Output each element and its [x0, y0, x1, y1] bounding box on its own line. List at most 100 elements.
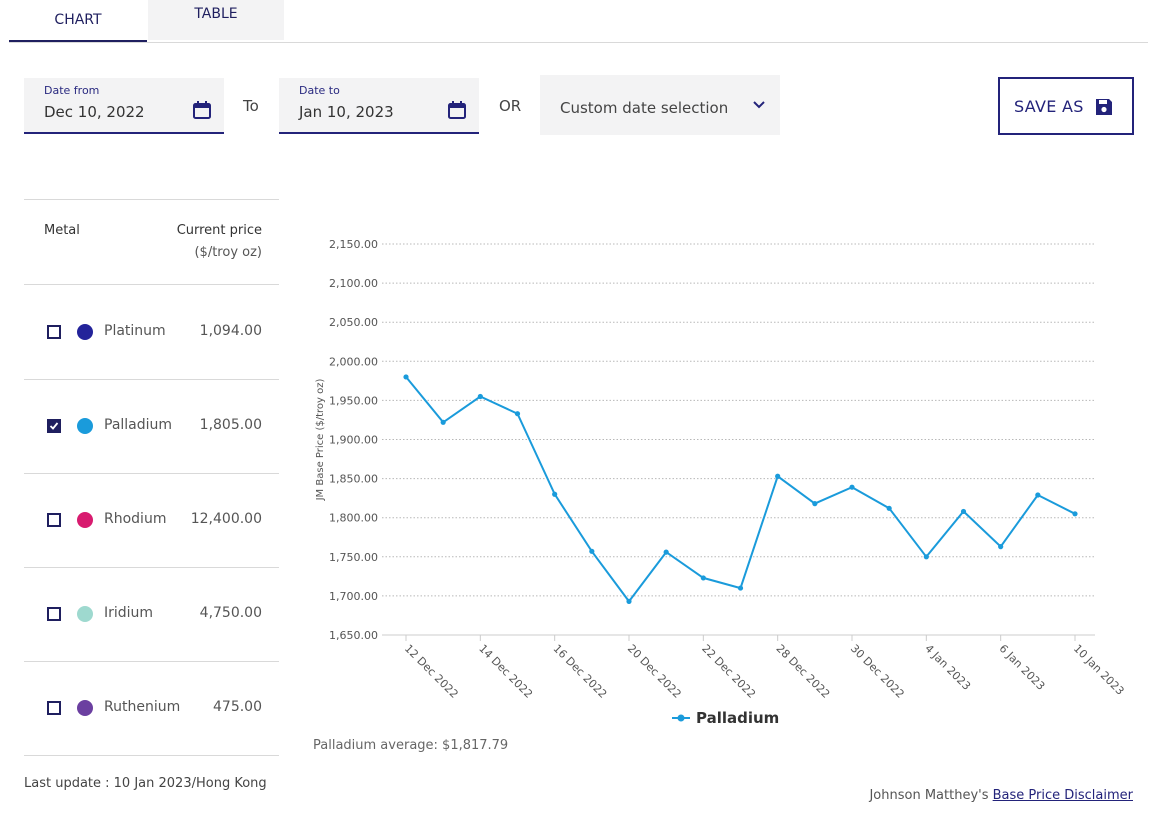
date-to-label: Date to: [299, 84, 340, 97]
x-tick-label: 14 Dec 2022: [476, 642, 535, 701]
date-to-value: Jan 10, 2023: [299, 103, 394, 121]
x-tick-label: 6 Jan 2023: [997, 642, 1048, 693]
metal-name: Ruthenium: [104, 699, 181, 715]
platinum-color-dot: [77, 324, 93, 340]
data-point: [552, 491, 558, 497]
data-point: [1072, 511, 1078, 517]
data-point: [998, 544, 1004, 550]
data-point: [403, 374, 409, 380]
data-point: [663, 549, 669, 555]
save-as-button[interactable]: SAVE AS: [998, 77, 1134, 135]
ruthenium-color-dot: [77, 700, 93, 716]
data-point: [440, 419, 446, 425]
or-label: OR: [499, 97, 522, 115]
metal-price: 4,750.00: [199, 605, 262, 621]
y-tick-label: 2,000.00: [329, 355, 378, 368]
data-point: [886, 505, 892, 511]
data-point: [960, 508, 967, 515]
calendar-icon[interactable]: [192, 100, 212, 120]
y-tick-label: 1,650.00: [329, 629, 378, 642]
base-price-disclaimer-link[interactable]: Base Price Disclaimer: [992, 788, 1133, 803]
rhodium-color-dot: [77, 512, 93, 528]
y-tick-label: 1,750.00: [329, 551, 378, 564]
table-divider: [24, 473, 279, 474]
tab-chart-label: CHART: [54, 12, 102, 28]
metal-price: 1,094.00: [199, 323, 262, 339]
last-update: Last update : 10 Jan 2023/Hong Kong: [24, 776, 267, 791]
table-divider: [24, 284, 279, 285]
header-current-price: Current price: [176, 223, 262, 238]
save-as-label: SAVE AS: [1014, 97, 1084, 116]
x-tick-label: 20 Dec 2022: [625, 642, 684, 701]
table-divider: [24, 567, 279, 568]
y-tick-label: 1,850.00: [329, 473, 378, 486]
metal-name: Platinum: [104, 323, 166, 339]
metal-name: Iridium: [104, 605, 154, 621]
to-label: To: [243, 97, 259, 115]
palladium-color-dot: [77, 418, 93, 434]
data-point: [849, 484, 855, 490]
table-divider: [24, 661, 279, 662]
chevron-down-icon: [753, 101, 765, 109]
y-tick-label: 1,950.00: [329, 394, 378, 407]
x-tick-label: 28 Dec 2022: [774, 642, 833, 701]
checkbox-rhodium[interactable]: [47, 513, 61, 527]
data-point: [589, 548, 595, 554]
iridium-color-dot: [77, 606, 93, 622]
custom-date-select-value: Custom date selection: [560, 99, 729, 117]
x-tick-label: 4 Jan 2023: [922, 642, 973, 693]
checkbox-iridium[interactable]: [47, 607, 61, 621]
metal-price: 12,400.00: [190, 511, 262, 527]
metal-name: Palladium: [104, 417, 173, 433]
data-point: [737, 585, 744, 591]
y-axis-label: JM Base Price ($/troy oz): [315, 379, 326, 502]
disclaimer-prefix: Johnson Matthey's: [869, 788, 993, 803]
checkbox-palladium[interactable]: [47, 419, 61, 433]
table-divider: [24, 379, 279, 380]
check-icon: [49, 422, 59, 430]
custom-date-select[interactable]: Custom date selection: [540, 75, 780, 135]
x-tick-label: 16 Dec 2022: [551, 642, 610, 701]
tab-divider: [9, 42, 1148, 43]
y-tick-label: 2,050.00: [329, 316, 378, 329]
data-point: [1035, 492, 1041, 498]
checkbox-ruthenium[interactable]: [47, 701, 61, 715]
calendar-icon[interactable]: [447, 100, 467, 120]
legend-marker: [677, 714, 685, 722]
legend-label: Palladium: [696, 709, 779, 727]
metal-price: 1,805.00: [199, 417, 262, 433]
line-chart: 1,650.00 1,700.00 1,750.00 1,800.00 1,850.00…: [315, 238, 1127, 727]
x-tick-label: 30 Dec 2022: [848, 642, 907, 701]
date-from-value: Dec 10, 2022: [44, 103, 145, 121]
tab-chart[interactable]: CHART: [9, 0, 147, 42]
data-point: [775, 473, 781, 479]
date-to-field[interactable]: Date to Jan 10, 2023: [279, 78, 479, 134]
disclaimer: Johnson Matthey's Base Price Disclaimer: [869, 788, 1133, 803]
data-point: [923, 554, 929, 560]
palladium-series-line: [405, 376, 1076, 604]
metal-price: 475.00: [213, 699, 262, 715]
y-tick-label: 2,100.00: [329, 277, 378, 290]
table-divider: [24, 755, 279, 756]
header-price-unit: ($/troy oz): [194, 245, 262, 260]
checkbox-platinum[interactable]: [47, 325, 61, 339]
data-point: [700, 575, 706, 581]
table-top-divider: [24, 199, 279, 200]
y-tick-label: 1,900.00: [329, 434, 378, 447]
x-tick-label: 12 Dec 2022: [402, 642, 461, 701]
x-tick-label: 22 Dec 2022: [699, 642, 758, 701]
data-point: [812, 501, 818, 507]
average-text: Palladium average: $1,817.79: [313, 738, 509, 753]
data-point: [626, 598, 632, 604]
data-point: [514, 411, 521, 417]
date-from-label: Date from: [44, 84, 100, 97]
floppy-disk-icon: [1096, 99, 1112, 115]
tab-table[interactable]: TABLE: [148, 0, 284, 40]
y-tick-label: 1,800.00: [329, 512, 378, 525]
tab-table-label: TABLE: [194, 6, 238, 22]
metal-name: Rhodium: [104, 511, 167, 527]
header-metal: Metal: [44, 223, 80, 238]
x-tick-label: 10 Jan 2023: [1071, 642, 1127, 698]
date-from-field[interactable]: Date from Dec 10, 2022: [24, 78, 224, 134]
data-point: [477, 393, 483, 400]
